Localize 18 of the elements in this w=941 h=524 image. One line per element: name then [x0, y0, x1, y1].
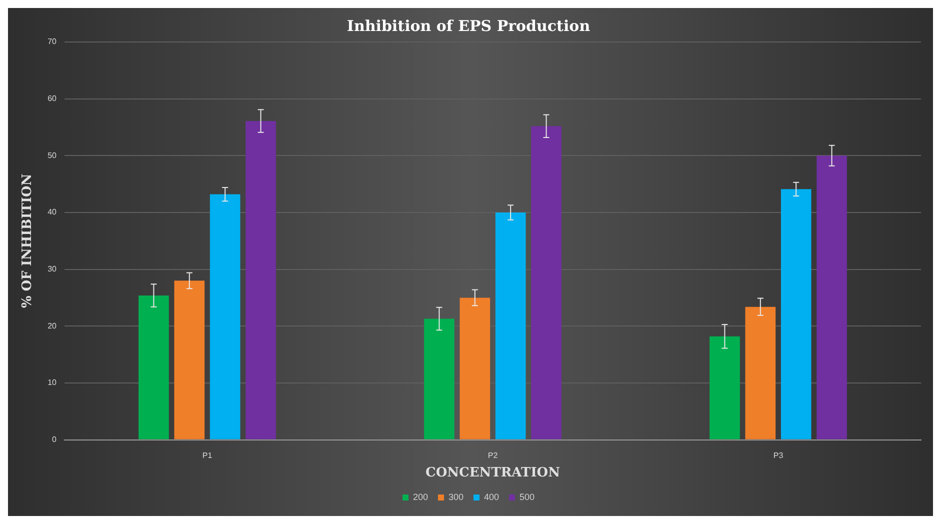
legend-label: 400 [484, 492, 500, 502]
y-tick-label: 70 [48, 37, 58, 46]
x-tick-label: P1 [202, 450, 213, 460]
y-axis-title: % OF INHIBITION [20, 174, 36, 308]
y-tick-label: 10 [48, 378, 58, 388]
y-tick-label: 60 [48, 94, 58, 104]
y-tick-label: 40 [48, 208, 58, 217]
y-tick-label: 20 [48, 321, 58, 330]
legend-label: 300 [448, 492, 464, 502]
chart-title: Inhibition of EPS Production [346, 16, 590, 35]
x-axis-title: CONCENTRATION [425, 466, 560, 481]
y-tick-label: 50 [48, 150, 58, 160]
legend-label: 500 [520, 492, 535, 502]
y-tick-label: 0 [52, 435, 58, 444]
x-tick-label: P2 [488, 450, 498, 460]
y-tick-label: 30 [48, 264, 58, 274]
legend-label: 200 [412, 492, 428, 502]
x-tick-label: P3 [773, 450, 784, 460]
